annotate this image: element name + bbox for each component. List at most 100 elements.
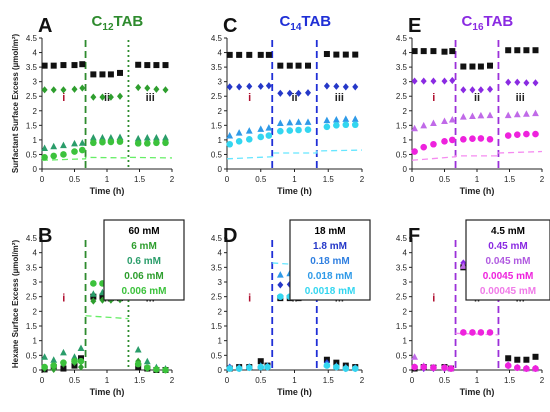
data-point-circle [304, 126, 312, 133]
reference-dashed-line [85, 315, 129, 320]
data-point-square [60, 62, 67, 69]
data-point-circle [351, 121, 359, 129]
y-axis-label: Hexane Surface Excess (µmol/m²) [11, 240, 20, 369]
data-point-circle [441, 138, 448, 145]
y-tick-label: 0.5 [396, 351, 408, 360]
data-point-diamond [487, 85, 493, 93]
panel-letter: D [223, 225, 237, 247]
y-tick-label: 2.5 [26, 293, 38, 302]
y-tick-label: 3.5 [396, 63, 408, 72]
data-point-square [305, 62, 311, 69]
data-point-square [487, 62, 493, 69]
y-tick-label: 0.5 [211, 351, 223, 360]
data-point-circle [162, 139, 169, 147]
phase-label-i: i [248, 292, 251, 304]
y-tick-label: 3.5 [396, 263, 408, 272]
y-tick-label: 2.5 [211, 92, 223, 101]
data-point-square [505, 47, 512, 54]
x-tick-label: 2 [170, 175, 175, 184]
data-point-circle [50, 152, 57, 160]
data-point-diamond [71, 85, 78, 93]
data-point-triangle [411, 124, 418, 132]
x-tick-label: 0.5 [255, 376, 267, 385]
data-point-diamond [99, 93, 106, 101]
data-point-diamond [514, 78, 521, 86]
y-tick-label: 1 [218, 136, 223, 145]
data-point-circle [265, 132, 273, 139]
data-point-circle [333, 122, 340, 129]
data-point-triangle [162, 134, 169, 141]
phase-label-iii: iii [516, 92, 525, 104]
y-tick-label: 2 [33, 307, 38, 316]
x-tick-label: 1 [475, 376, 480, 385]
data-point-circle [430, 140, 437, 148]
surfactant-title-subscript: 14 [290, 22, 302, 33]
data-point-square [295, 62, 302, 69]
y-tick-label: 4.5 [26, 234, 38, 243]
data-point-circle [116, 138, 124, 145]
x-tick-label: 1.5 [504, 175, 516, 184]
data-point-diamond [265, 82, 272, 90]
y-tick-label: 0.5 [26, 150, 38, 159]
data-point-triangle [323, 116, 331, 124]
y-tick-label: 3 [33, 278, 38, 287]
data-point-triangle [226, 132, 234, 139]
data-point-triangle [107, 134, 115, 141]
data-point-circle [99, 138, 106, 146]
data-point-square [333, 51, 340, 58]
data-point-circle [235, 138, 243, 145]
y-tick-label: 0 [218, 366, 223, 375]
surfactant-title-suffix: TAB [301, 13, 331, 30]
legend-box [103, 219, 185, 301]
data-point-diamond [286, 89, 293, 97]
y-tick-label: 0.5 [211, 150, 223, 159]
data-point-triangle [143, 357, 151, 365]
data-point-square [430, 48, 437, 55]
data-point-square [246, 51, 253, 58]
y-tick-label: 4 [218, 49, 223, 58]
y-tick-label: 1.5 [26, 322, 38, 331]
data-point-square [420, 48, 427, 55]
legend-entry: 4.5 mM [491, 226, 525, 237]
x-axis-label: Time (h) [90, 186, 125, 196]
x-tick-label: 2 [360, 175, 365, 184]
data-point-triangle [99, 134, 106, 141]
data-point-square [107, 71, 114, 78]
data-point-square [162, 62, 169, 69]
data-point-diamond [420, 77, 427, 85]
y-tick-label: 1 [403, 337, 408, 346]
y-tick-label: 1 [218, 337, 223, 346]
legend-entry: 0.045 mM [485, 256, 530, 267]
data-point-triangle [420, 121, 428, 129]
data-point-circle [245, 136, 253, 143]
data-point-circle [447, 365, 455, 372]
data-point-circle [134, 360, 142, 368]
data-point-square [514, 47, 521, 54]
y-tick-label: 0 [218, 165, 223, 174]
y-tick-label: 1.5 [211, 322, 223, 331]
data-point-circle [71, 148, 78, 155]
data-point-circle [60, 359, 67, 366]
x-tick-label: 2 [360, 376, 365, 385]
y-tick-label: 1 [33, 136, 38, 145]
data-point-circle [342, 121, 350, 129]
data-point-square [342, 51, 349, 58]
legend-entry: 0.018 mM [307, 271, 352, 282]
y-tick-label: 2 [33, 107, 38, 116]
y-tick-label: 0 [33, 165, 38, 174]
data-point-square [60, 365, 67, 372]
data-point-circle [257, 133, 265, 141]
x-tick-label: 0.5 [255, 175, 267, 184]
data-point-diamond [305, 89, 311, 97]
data-point-circle [71, 357, 78, 365]
legend-box [289, 219, 371, 301]
y-tick-label: 4.5 [396, 234, 408, 243]
surfactant-title-base: C [462, 13, 473, 30]
x-tick-label: 1.5 [134, 175, 146, 184]
surfactant-title-suffix: TAB [484, 13, 514, 30]
x-tick-label: 2 [170, 376, 175, 385]
data-point-triangle [523, 110, 530, 117]
data-point-circle [41, 363, 48, 371]
reference-dashed-line [41, 156, 173, 161]
data-point-square [523, 356, 530, 363]
